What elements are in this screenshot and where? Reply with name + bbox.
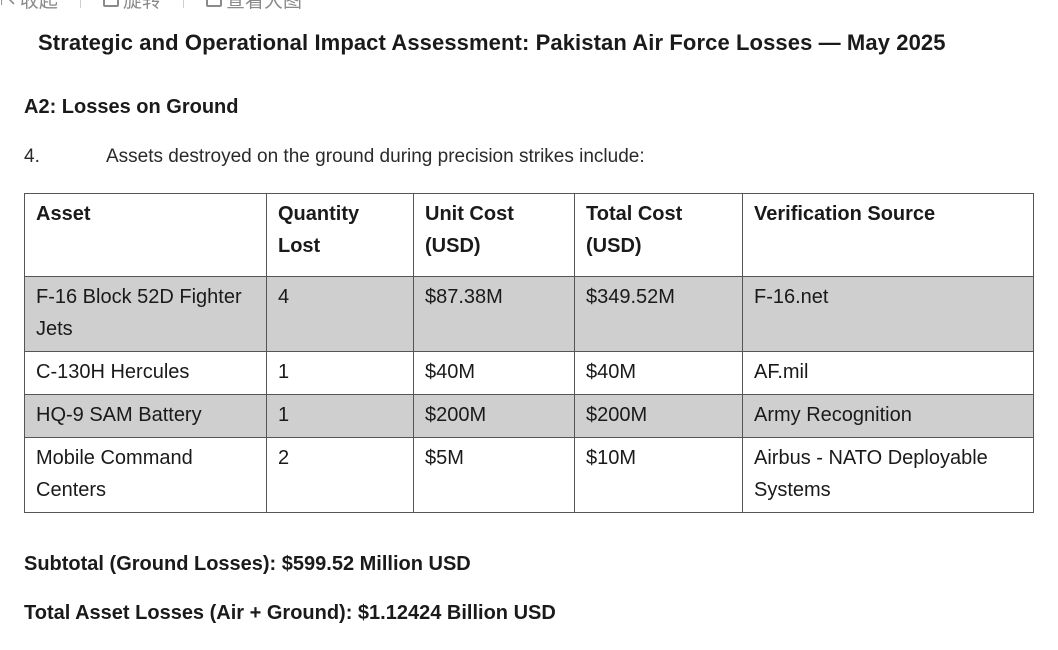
unit-cost-cell: $87.38M — [413, 276, 575, 352]
view-large-label: 查看大图 — [225, 0, 302, 12]
paragraph: 4. Assets destroyed on the ground during … — [24, 146, 645, 168]
table-row: C-130H Hercules 1 $40M $40M AF.mil — [24, 351, 1034, 395]
quantity-cell: 2 — [266, 437, 414, 513]
asset-cell: HQ-9 SAM Battery — [24, 394, 267, 438]
subtotal-line: Subtotal (Ground Losses): $599.52 Millio… — [24, 553, 471, 575]
table-row: Mobile Command Centers 2 $5M $10M Airbus… — [24, 437, 1034, 513]
unit-cost-cell: $200M — [413, 394, 575, 438]
asset-cell: Mobile Command Centers — [24, 437, 267, 513]
total-cost-cell: $200M — [574, 394, 743, 438]
unit-cost-cell: $40M — [413, 351, 575, 395]
view-large-icon — [205, 0, 222, 7]
paragraph-text: Assets destroyed on the ground during pr… — [106, 146, 645, 167]
paragraph-number: 4. — [24, 146, 40, 167]
image-viewer-toolbar: ⇱ 收起 旋转 查看大图 — [0, 0, 1058, 12]
toolbar-divider — [182, 0, 184, 8]
collapse-label: 收起 — [19, 0, 58, 12]
asset-cell: C-130H Hercules — [24, 351, 267, 395]
section-heading: A2: Losses on Ground — [24, 96, 239, 118]
view-large-button[interactable]: 查看大图 — [205, 0, 302, 12]
source-cell: Airbus - NATO Deployable Systems — [742, 437, 1034, 513]
total-cost-cell: $349.52M — [574, 276, 743, 352]
total-cost-cell: $40M — [574, 351, 743, 395]
source-cell: Army Recognition — [742, 394, 1034, 438]
table-header-row: Asset Quantity Lost Unit Cost (USD) Tota… — [24, 193, 1034, 277]
quantity-cell: 1 — [266, 394, 414, 438]
header-asset: Asset — [24, 193, 267, 277]
source-cell: F-16.net — [742, 276, 1034, 352]
header-unit-cost: Unit Cost (USD) — [413, 193, 575, 277]
toolbar-divider — [79, 0, 81, 8]
header-quantity: Quantity Lost — [266, 193, 414, 277]
header-source: Verification Source — [742, 193, 1034, 277]
total-line: Total Asset Losses (Air + Ground): $1.12… — [24, 602, 556, 624]
header-total-cost: Total Cost (USD) — [574, 193, 743, 277]
rotate-button[interactable]: 旋转 — [102, 0, 161, 12]
table-row: F-16 Block 52D Fighter Jets 4 $87.38M $3… — [24, 276, 1034, 352]
document-title: Strategic and Operational Impact Assessm… — [38, 30, 946, 55]
ground-losses-table: Asset Quantity Lost Unit Cost (USD) Tota… — [24, 193, 1034, 513]
total-cost-cell: $10M — [574, 437, 743, 513]
collapse-button[interactable]: ⇱ 收起 — [0, 0, 58, 12]
quantity-cell: 1 — [266, 351, 414, 395]
source-cell: AF.mil — [742, 351, 1034, 395]
table-row: HQ-9 SAM Battery 1 $200M $200M Army Reco… — [24, 394, 1034, 438]
collapse-icon: ⇱ — [0, 0, 16, 11]
asset-cell: F-16 Block 52D Fighter Jets — [24, 276, 267, 352]
unit-cost-cell: $5M — [413, 437, 575, 513]
rotate-icon — [102, 0, 119, 7]
quantity-cell: 4 — [266, 276, 414, 352]
rotate-label: 旋转 — [122, 0, 161, 12]
